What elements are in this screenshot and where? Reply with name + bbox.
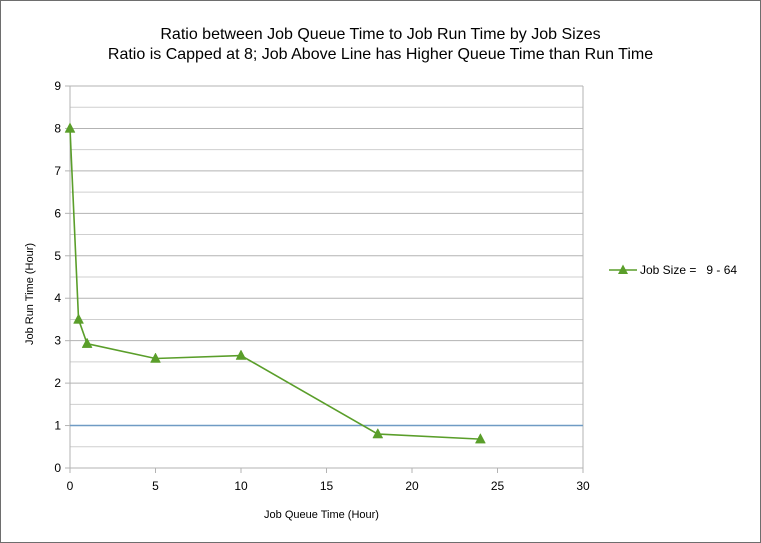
data-point xyxy=(150,352,161,363)
y-tick-label: 4 xyxy=(54,291,61,305)
y-tick-label: 5 xyxy=(54,249,61,263)
x-tick-label: 10 xyxy=(234,479,248,493)
x-tick-label: 0 xyxy=(67,479,74,493)
data-point xyxy=(81,337,93,348)
data-point xyxy=(73,313,84,324)
y-tick-label: 2 xyxy=(54,376,61,390)
y-tick-label: 8 xyxy=(54,121,61,135)
x-axis-label: Job Queue Time (Hour) xyxy=(264,509,379,521)
y-tick-label: 6 xyxy=(54,206,61,220)
y-tick-label: 0 xyxy=(54,461,61,475)
legend: Job Size = 9 - 64 xyxy=(609,263,737,277)
y-tick-label: 1 xyxy=(54,419,61,433)
y-axis-label: Job Run Time (Hour) xyxy=(24,242,36,346)
data-point xyxy=(64,122,76,133)
y-tick-label: 3 xyxy=(54,334,61,348)
data-point xyxy=(235,349,247,360)
data-point xyxy=(372,428,384,439)
y-tick-label: 7 xyxy=(54,164,61,178)
series-line xyxy=(69,128,481,440)
x-tick-label: 5 xyxy=(152,479,159,493)
chart-title: Ratio between Job Queue Time to Job Run … xyxy=(160,26,601,43)
data-point xyxy=(474,433,486,444)
x-tick-label: 15 xyxy=(320,479,334,493)
x-tick-label: 30 xyxy=(576,479,590,493)
x-tick-label: 25 xyxy=(491,479,505,493)
legend-swatch xyxy=(609,264,637,274)
legend-marker xyxy=(618,264,628,274)
chart-subtitle: Ratio is Capped at 8; Job Above Line has… xyxy=(107,46,654,63)
y-tick-label: 9 xyxy=(54,79,61,93)
x-tick-label: 20 xyxy=(405,479,419,493)
legend-label: Job Size = 9 - 64 xyxy=(640,263,738,277)
